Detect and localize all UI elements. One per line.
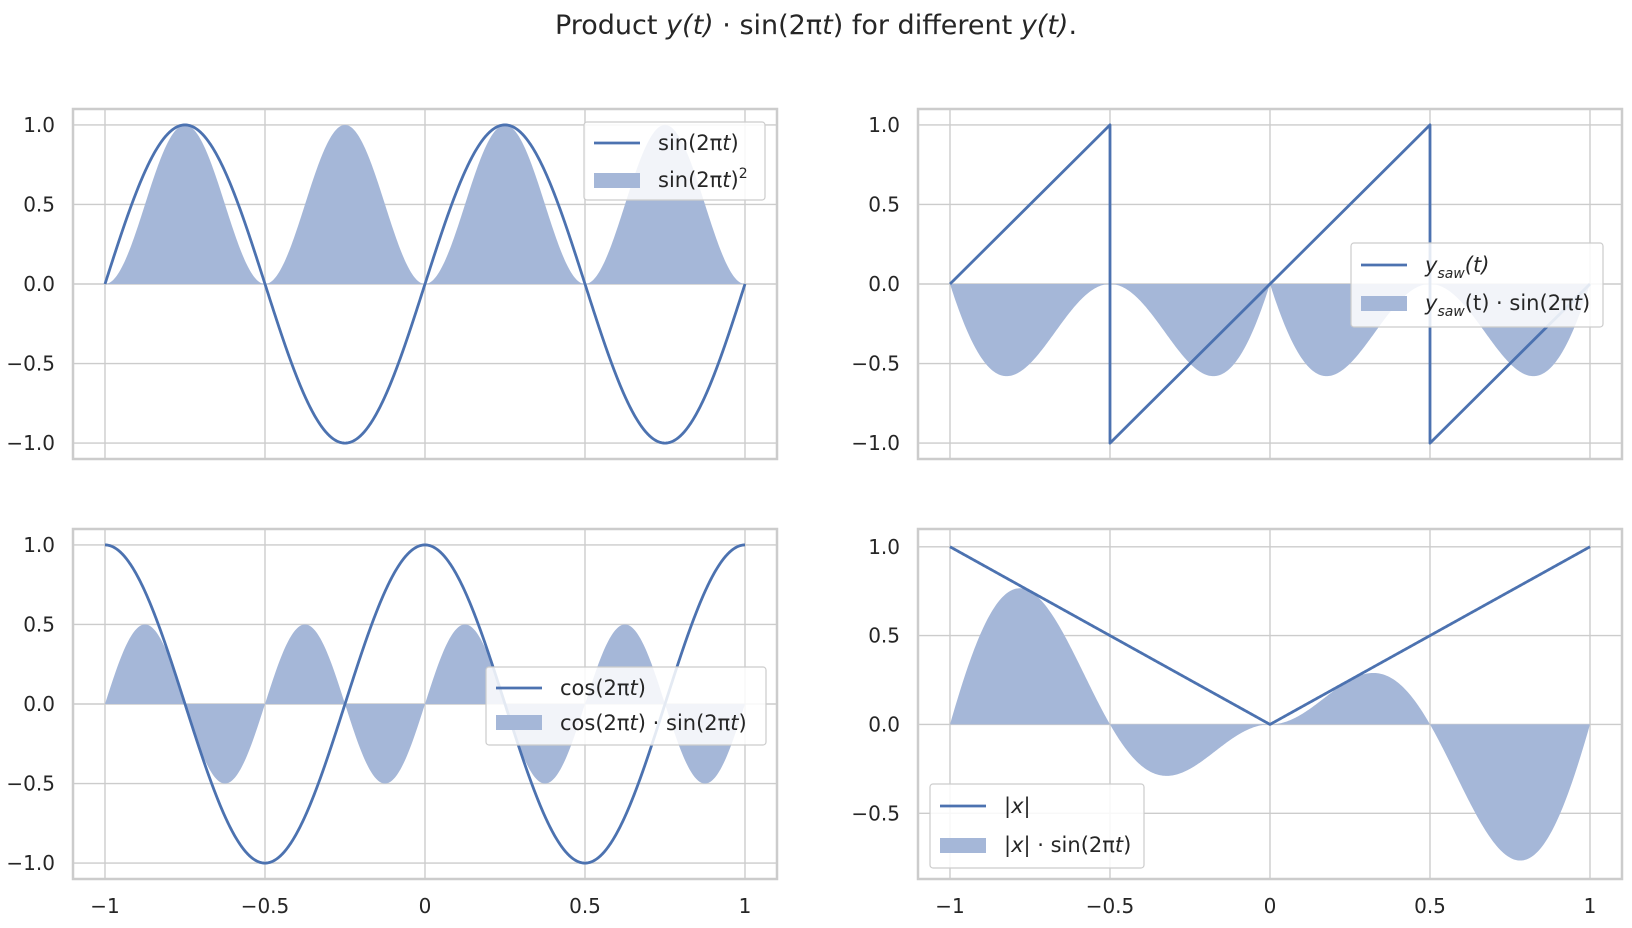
y-tick-label: 0.0 xyxy=(868,272,900,296)
y-tick-label: −0.5 xyxy=(6,772,55,796)
y-tick-label: −1.0 xyxy=(6,851,55,875)
y-tick-label: 0.0 xyxy=(868,712,900,736)
panel-bottom-right: 1.0 0.5 0.0 −0.5 −1 −0.5 0 0.5 1 xyxy=(851,527,1624,918)
legend-line-label: ysaw(t) xyxy=(1424,253,1489,282)
y-tick-label: −0.5 xyxy=(851,801,900,825)
x-tick-label: 0 xyxy=(1264,894,1277,918)
line-series xyxy=(103,123,747,445)
axes-frame xyxy=(71,107,779,461)
y-tick-label: 0.5 xyxy=(23,192,55,216)
axes-frame xyxy=(916,527,1624,881)
x-tick-label: −0.5 xyxy=(241,894,290,918)
x-tick-label: −1 xyxy=(935,894,964,918)
y-tick-label: −0.5 xyxy=(6,352,55,376)
line-series xyxy=(949,123,1591,445)
y-tick-label: −0.5 xyxy=(851,352,900,376)
x-tick-label: 1 xyxy=(1584,894,1597,918)
legend-box xyxy=(1350,242,1604,328)
y-tick-label: 1.0 xyxy=(23,533,55,557)
legend-line-label: |x| xyxy=(1004,794,1031,819)
y-tick-label: −1.0 xyxy=(851,431,900,455)
legend-top-right: ysaw(t) ysaw(t) · sin(2πt) xyxy=(1350,242,1604,328)
legend-bottom-left: cos(2πt) cos(2πt) · sin(2πt) xyxy=(485,666,767,746)
x-tick-label: −0.5 xyxy=(1086,894,1135,918)
y-tick-label: 1.0 xyxy=(868,535,900,559)
legend-fill-swatch xyxy=(940,838,986,853)
line-series xyxy=(104,543,746,865)
figure-title: Product y(t) · sin(2πt) for different y(… xyxy=(555,10,1077,41)
legend-fill-label: sin(2πt)2 xyxy=(658,166,748,192)
y-tick-label: 0.5 xyxy=(868,624,900,648)
y-tick-label: 1.0 xyxy=(23,113,55,137)
x-tick-label: 0 xyxy=(419,894,432,918)
legend-fill-swatch xyxy=(1361,296,1407,311)
legend-bottom-right: |x| |x| · sin(2πt) xyxy=(929,783,1145,869)
fill-area-series xyxy=(105,624,745,784)
y-tick-label: 0.5 xyxy=(868,192,900,216)
y-tick-label: 0.0 xyxy=(23,692,55,716)
y-tick-label: −1.0 xyxy=(6,431,55,455)
legend-fill-label: |x| · sin(2πt) xyxy=(1004,833,1131,858)
legend-fill-label: cos(2πt) · sin(2πt) xyxy=(560,711,747,735)
y-tick-label: 1.0 xyxy=(868,113,900,137)
axes-frame xyxy=(71,527,779,881)
x-tick-label: −1 xyxy=(90,894,119,918)
x-tick-label: 0.5 xyxy=(1414,894,1446,918)
line-series xyxy=(949,545,1591,726)
legend-fill-label: ysaw(t) · sin(2πt) xyxy=(1424,291,1590,320)
legend-top-left: sin(2πt) sin(2πt)2 xyxy=(583,121,766,201)
panel-bottom-left: 1.0 0.5 0.0 −0.5 −1.0 −1 −0.5 0 0.5 1 xyxy=(6,527,779,918)
x-tick-label: 0.5 xyxy=(569,894,601,918)
legend-fill-swatch xyxy=(496,715,542,730)
legend-line-label: sin(2πt) xyxy=(658,131,739,155)
x-tick-label: 1 xyxy=(739,894,752,918)
axes-frame xyxy=(916,107,1624,461)
legend-line-label: cos(2πt) xyxy=(560,676,646,700)
y-tick-label: 0.5 xyxy=(23,612,55,636)
y-tick-label: 0.0 xyxy=(23,272,55,296)
legend-fill-swatch xyxy=(594,173,640,188)
legend-box xyxy=(485,666,767,746)
